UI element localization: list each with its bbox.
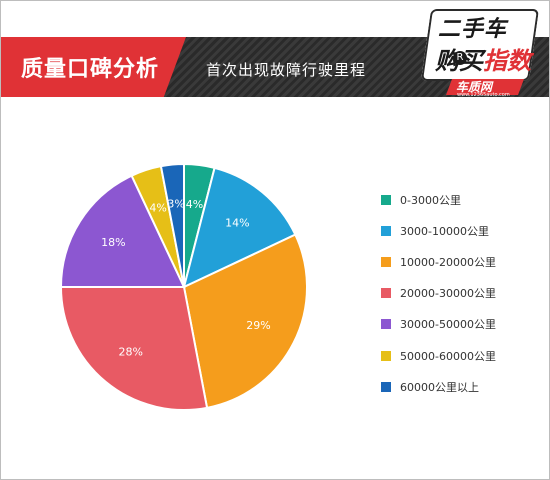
legend-item: 0-3000公里 bbox=[381, 184, 496, 215]
pie-slice-label-4: 28% bbox=[118, 345, 142, 358]
legend-swatch bbox=[381, 194, 391, 205]
legend-item: 50000-60000公里 bbox=[381, 340, 496, 371]
legend-swatch bbox=[381, 350, 391, 361]
legend-label: 60000公里以上 bbox=[400, 380, 479, 394]
legend-label: 0-3000公里 bbox=[400, 193, 461, 207]
pie-slice-4 bbox=[59, 286, 209, 411]
legend-label: 10000-20000公里 bbox=[400, 255, 496, 269]
legend-item: 10000-20000公里 bbox=[381, 246, 496, 277]
site-name: 车质网 bbox=[456, 80, 493, 94]
legend-label: 20000-30000公里 bbox=[400, 287, 496, 301]
site-badge-icon bbox=[446, 79, 524, 95]
pie-slice-7 bbox=[159, 162, 185, 288]
legend-swatch bbox=[381, 319, 391, 330]
section-title: 质量口碑分析 bbox=[21, 57, 160, 82]
pie-slice-label-6: 4% bbox=[149, 201, 166, 214]
pie-slice-label-5: 18% bbox=[101, 236, 125, 249]
legend-label: 3000-10000公里 bbox=[400, 224, 489, 238]
legend-item: 20000-30000公里 bbox=[381, 278, 496, 309]
chart-subtitle: 首次出现故障行驶里程 bbox=[206, 61, 367, 79]
legend-swatch bbox=[381, 256, 391, 267]
pie-slice-label-7: 3% bbox=[167, 198, 184, 211]
legend-label: 30000-50000公里 bbox=[400, 318, 496, 332]
legend-swatch bbox=[381, 381, 391, 392]
site-url: www.12365auto.com bbox=[457, 92, 510, 98]
logo-text-line2b: 指数 bbox=[483, 47, 531, 75]
pie-slice-3 bbox=[182, 233, 308, 409]
chart-legend: 0-3000公里 3000-10000公里 10000-20000公里 20000-3… bbox=[381, 184, 496, 402]
pie-slice-label-1: 4% bbox=[186, 198, 203, 211]
legend-label: 50000-60000公里 bbox=[400, 349, 496, 363]
pie-slice-5 bbox=[59, 174, 186, 288]
header: 质量口碑分析 首次出现故障行驶里程 二手车 购买指数 R 车质网 www.123… bbox=[1, 1, 549, 121]
legend-swatch bbox=[381, 225, 391, 236]
pie-slice-label-3: 29% bbox=[246, 319, 270, 332]
pie-slice-label-2: 14% bbox=[225, 217, 249, 230]
legend-item: 3000-10000公里 bbox=[381, 215, 496, 246]
legend-swatch bbox=[381, 288, 391, 299]
title-tag bbox=[1, 37, 186, 97]
legend-item: 30000-50000公里 bbox=[381, 309, 496, 340]
legend-item: 60000公里以上 bbox=[381, 371, 496, 402]
registered-mark-icon: R bbox=[453, 51, 467, 65]
pie-slice-2 bbox=[182, 166, 297, 289]
logo-text-line1: 二手车 bbox=[438, 17, 508, 42]
